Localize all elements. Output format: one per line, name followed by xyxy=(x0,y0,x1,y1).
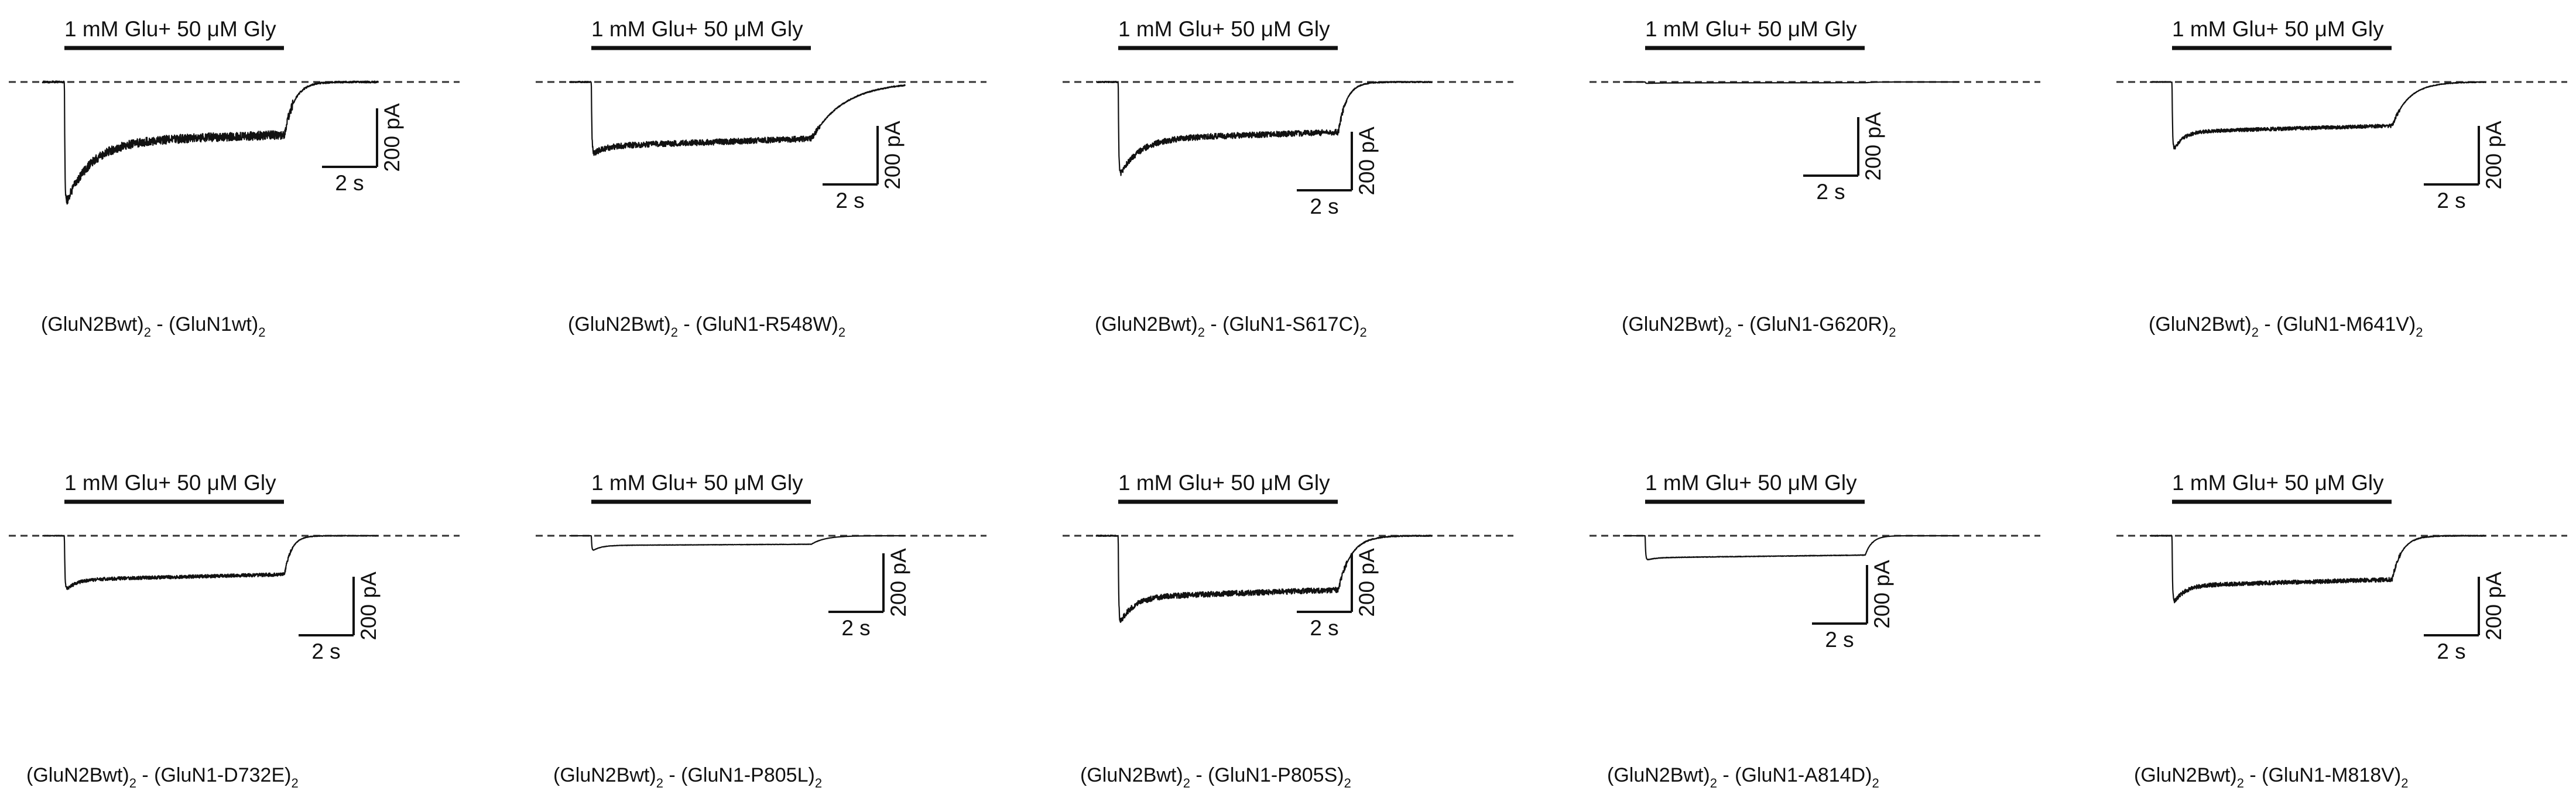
current-scale-label: 200 pA xyxy=(886,548,910,617)
time-scale-label: 2 s xyxy=(1816,180,1845,204)
panel-glun1-s617c: 1 mM Glu+ 50 μM Gly 2 s 200 pA (GluN2Bwt)2 … xyxy=(1063,17,1513,340)
current-scale-label: 200 pA xyxy=(1355,548,1379,617)
current-trace xyxy=(1622,81,1960,84)
agonist-label: 1 mM Glu+ 50 μM Gly xyxy=(2172,17,2384,41)
current-scale-label: 200 pA xyxy=(1870,560,1894,629)
time-scale-label: 2 s xyxy=(2437,189,2465,213)
agonist-label: 1 mM Glu+ 50 μM Gly xyxy=(64,471,276,495)
panel-caption: (GluN2Bwt)2 - (GluN1-S617C)2 xyxy=(1095,313,1367,340)
time-scale-label: 2 s xyxy=(2437,639,2465,663)
time-scale-label: 2 s xyxy=(841,616,870,640)
agonist-label: 1 mM Glu+ 50 μM Gly xyxy=(64,17,276,41)
panel-glun1-p805s: 1 mM Glu+ 50 μM Gly 2 s 200 pA (GluN2Bwt)2 … xyxy=(1063,471,1513,790)
current-trace xyxy=(568,535,906,551)
panel-glun1-a814d: 1 mM Glu+ 50 μM Gly 2 s 200 pA (GluN2Bwt)2 … xyxy=(1590,471,2040,790)
panel-glun1-g620r: 1 mM Glu+ 50 μM Gly 2 s 200 pA (GluN2Bwt)2 … xyxy=(1590,17,2040,340)
agonist-label: 1 mM Glu+ 50 μM Gly xyxy=(591,17,803,41)
agonist-label: 1 mM Glu+ 50 μM Gly xyxy=(1118,471,1330,495)
time-scale-label: 2 s xyxy=(835,189,864,213)
panel-caption: (GluN2Bwt)2 - (GluN1-A814D)2 xyxy=(1607,764,1879,790)
agonist-label: 1 mM Glu+ 50 μM Gly xyxy=(2172,471,2384,495)
current-trace xyxy=(1095,535,1433,623)
panel-glun1-r548w: 1 mM Glu+ 50 μM Gly 2 s 200 pA (GluN2Bwt)2 … xyxy=(536,17,986,340)
current-trace xyxy=(2149,535,2486,604)
panel-caption: (GluN2Bwt)2 - (GluN1-P805S)2 xyxy=(1080,764,1351,790)
panel-glun1-p805l: 1 mM Glu+ 50 μM Gly 2 s 200 pA (GluN2Bwt)2 … xyxy=(536,471,986,790)
agonist-label: 1 mM Glu+ 50 μM Gly xyxy=(1645,471,1857,495)
panel-caption: (GluN2Bwt)2 - (GluN1-P805L)2 xyxy=(553,764,822,790)
current-scale-label: 200 pA xyxy=(357,571,381,641)
time-scale-label: 2 s xyxy=(311,639,340,663)
current-trace xyxy=(42,535,379,590)
panel-caption: (GluN2Bwt)2 - (GluN1-M818V)2 xyxy=(2134,764,2408,790)
current-trace xyxy=(42,80,379,205)
time-scale-label: 2 s xyxy=(335,171,364,195)
agonist-label: 1 mM Glu+ 50 μM Gly xyxy=(1645,17,1857,41)
panel-glun1-d732e: 1 mM Glu+ 50 μM Gly 2 s 200 pA (GluN2Bwt)2 … xyxy=(9,471,460,790)
panel-caption: (GluN2Bwt)2 - (GluN1wt)2 xyxy=(41,313,265,340)
panel-caption: (GluN2Bwt)2 - (GluN1-D732E)2 xyxy=(26,764,299,790)
current-trace xyxy=(2149,81,2486,150)
current-scale-label: 200 pA xyxy=(1355,126,1379,196)
current-scale-label: 200 pA xyxy=(380,103,404,172)
current-scale-label: 200 pA xyxy=(881,121,905,190)
current-trace xyxy=(1095,81,1433,176)
panel-glun1wt: 1 mM Glu+ 50 μM Gly 2 s 200 pA (GluN2Bwt)2 … xyxy=(9,17,460,340)
panel-caption: (GluN2Bwt)2 - (GluN1-R548W)2 xyxy=(568,313,845,340)
current-trace xyxy=(568,80,906,156)
time-scale-label: 2 s xyxy=(1825,628,1854,652)
time-scale-label: 2 s xyxy=(1310,194,1338,218)
panel-caption: (GluN2Bwt)2 - (GluN1-G620R)2 xyxy=(1622,313,1896,340)
panel-caption: (GluN2Bwt)2 - (GluN1-M641V)2 xyxy=(2149,313,2423,340)
current-scale-label: 200 pA xyxy=(2482,121,2506,190)
agonist-label: 1 mM Glu+ 50 μM Gly xyxy=(1118,17,1330,41)
agonist-label: 1 mM Glu+ 50 μM Gly xyxy=(591,471,803,495)
panel-glun1-m818v: 1 mM Glu+ 50 μM Gly 2 s 200 pA (GluN2Bwt)2 … xyxy=(2116,471,2567,790)
current-scale-label: 200 pA xyxy=(1861,112,1885,181)
current-scale-label: 200 pA xyxy=(2482,571,2506,641)
time-scale-label: 2 s xyxy=(1310,616,1338,640)
panel-glun1-m641v: 1 mM Glu+ 50 μM Gly 2 s 200 pA (GluN2Bwt)2 … xyxy=(2116,17,2567,340)
current-trace xyxy=(1622,535,1960,561)
